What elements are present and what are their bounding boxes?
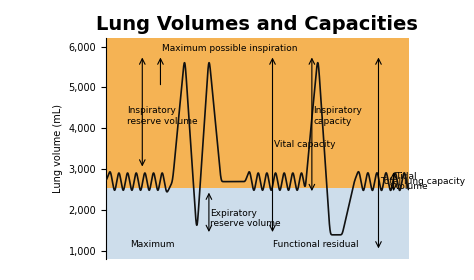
Bar — [106, 188, 409, 212]
Text: Maximum: Maximum — [130, 240, 175, 249]
Bar — [106, 212, 409, 259]
Text: Vital capacity: Vital capacity — [274, 140, 336, 149]
Text: Total lung capacity: Total lung capacity — [380, 177, 465, 186]
Title: Lung Volumes and Capacities: Lung Volumes and Capacities — [96, 15, 418, 34]
Bar — [106, 38, 409, 188]
Text: Tidal
volume: Tidal volume — [395, 172, 429, 191]
Text: Expiratory
reserve volume: Expiratory reserve volume — [210, 209, 281, 228]
Text: Maximum possible inspiration: Maximum possible inspiration — [162, 44, 298, 53]
Text: Functional residual: Functional residual — [273, 240, 358, 249]
Text: Inspiratory
reserve volume: Inspiratory reserve volume — [127, 106, 198, 126]
Y-axis label: Lung volume (mL): Lung volume (mL) — [53, 104, 63, 193]
Text: Inspiratory
capacity: Inspiratory capacity — [313, 106, 362, 126]
